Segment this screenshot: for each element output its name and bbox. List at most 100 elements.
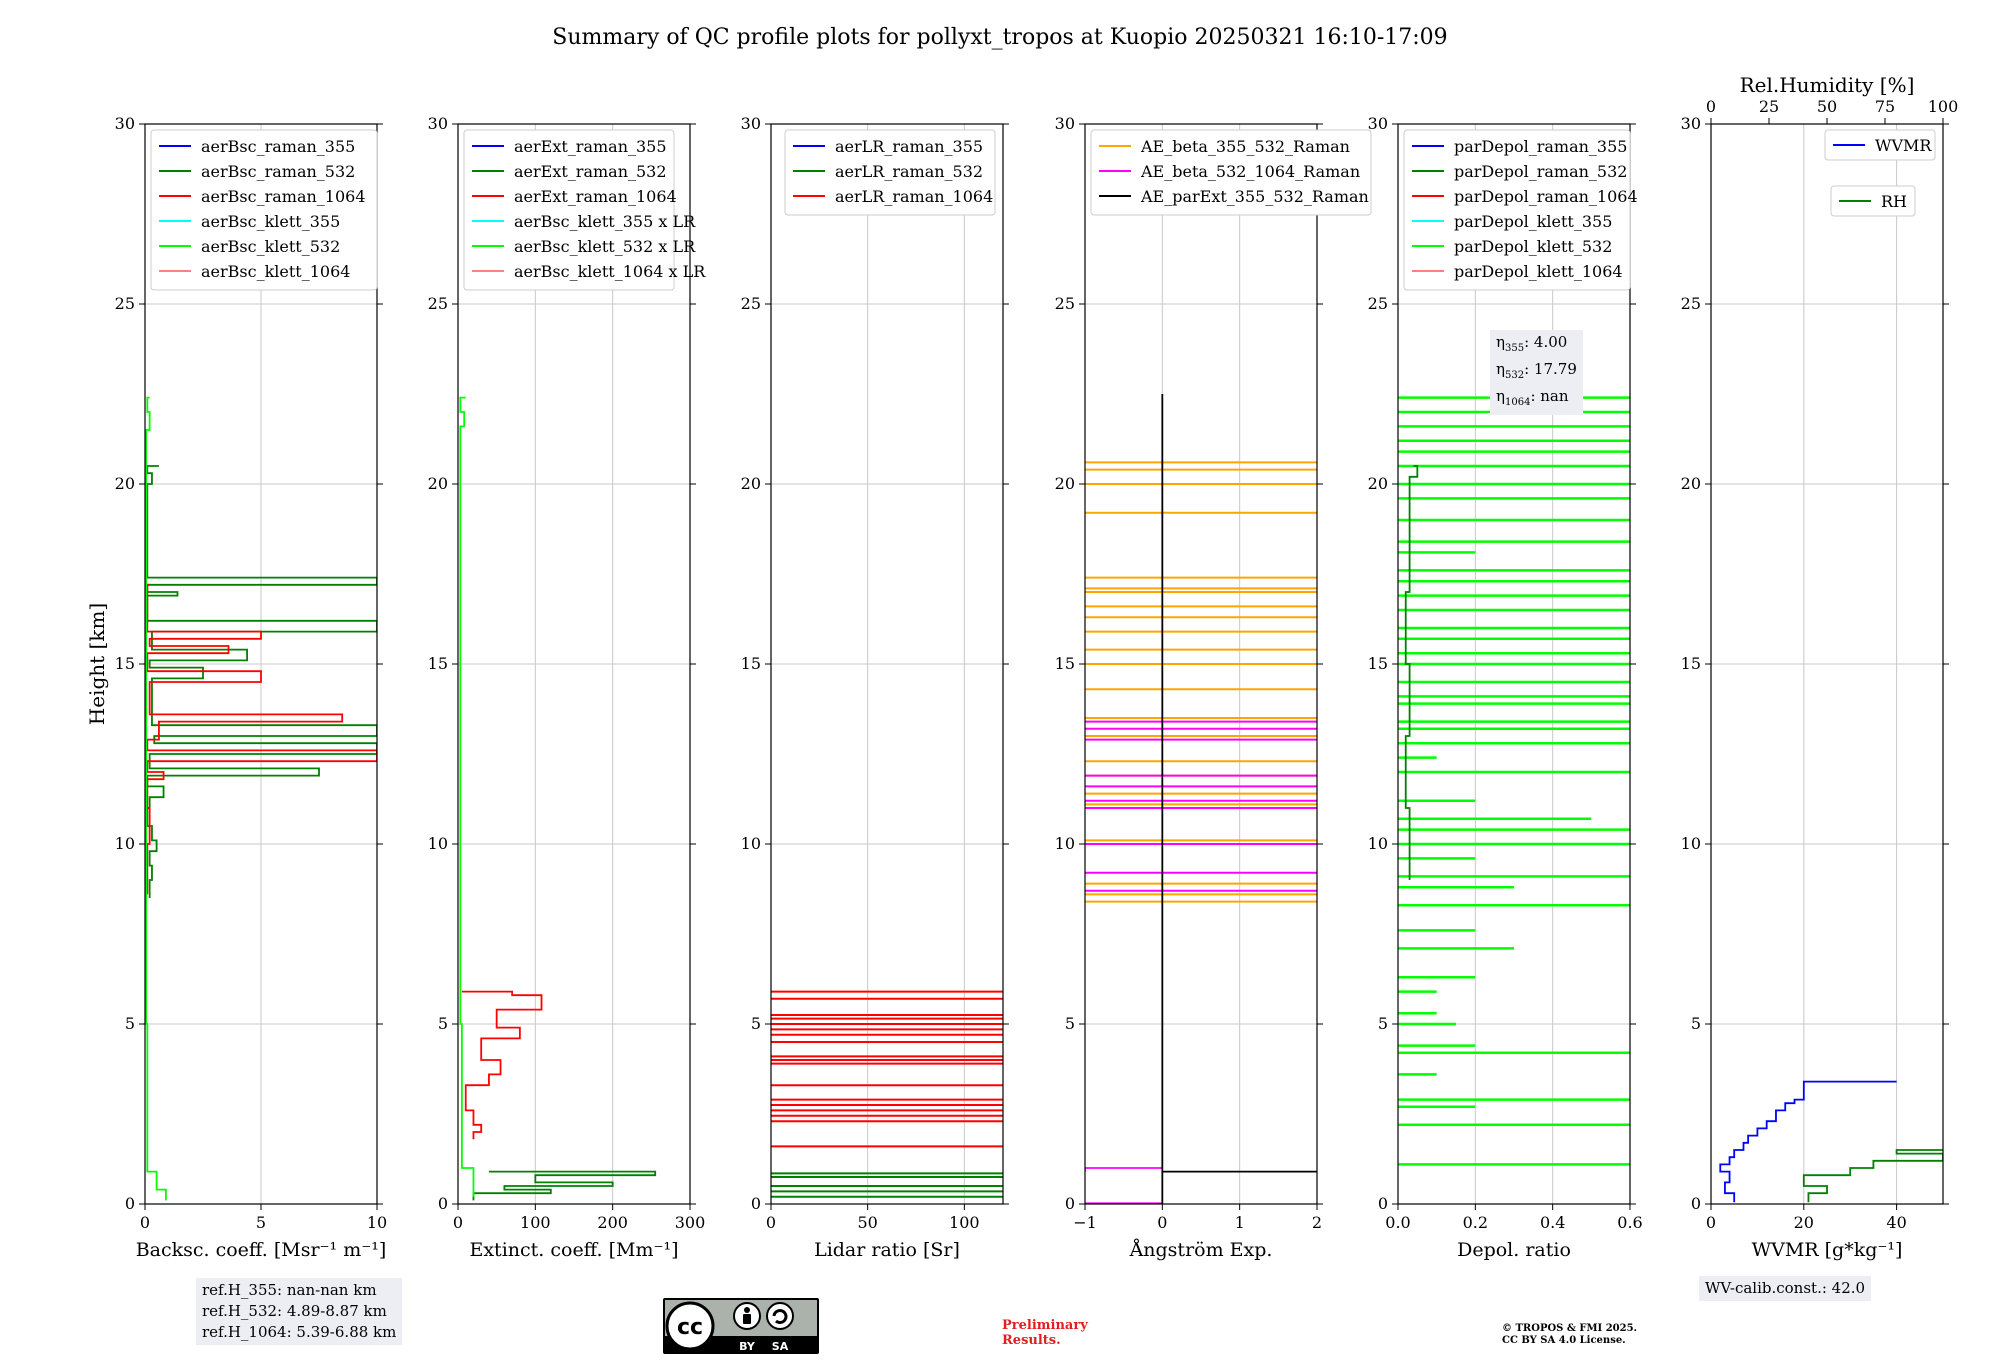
figure-title: Summary of QC profile plots for pollyxt_… [552,25,1447,50]
x-tick-label: 0 [1157,1213,1167,1232]
x-top-tick-label: 75 [1875,97,1895,116]
legend-label: parDepol_raman_355 [1454,137,1627,156]
legend-label: aerExt_raman_532 [514,162,667,181]
y-tick-label: 0 [1691,1194,1701,1213]
y-tick-label: 20 [115,474,135,493]
legend-box [1824,129,1936,161]
y-tick-label: 25 [1055,294,1075,313]
copyright-line: © TROPOS & FMI 2025. [1502,1323,1638,1334]
x-tick-label: 10 [367,1213,387,1232]
legend-label: aerBsc_klett_1064 x LR [514,262,706,281]
y-tick-label: 10 [1055,834,1075,853]
x-tick-label: 0 [453,1213,463,1232]
y-tick-label: 5 [438,1014,448,1033]
eta-sub: 532 [1505,370,1525,381]
legend-label: aerLR_raman_1064 [835,187,993,206]
legend-label: aerExt_raman_1064 [514,187,677,206]
y-tick-label: 15 [1681,654,1701,673]
series-line [146,583,377,895]
preliminary-note: Preliminary Results. [1002,1318,1088,1348]
x-top-axis-label: Rel.Humidity [%] [1740,73,1915,97]
series-line [1161,1168,1317,1204]
y-tick-label: 5 [125,1014,135,1033]
y-tick-label: 30 [1055,114,1075,133]
y-tick-label: 30 [1368,114,1388,133]
cc-by-sa-badge: cc BY SA [663,1298,819,1354]
series-line [1085,1167,1163,1172]
y-tick-label: 30 [115,114,135,133]
legend-label: aerBsc_klett_355 x LR [514,212,696,231]
x-tick-label: 100 [949,1213,980,1232]
legend-label: aerExt_raman_355 [514,137,667,156]
y-axis-label: Height [km] [85,603,109,725]
eta-line: η1064: nan [1496,387,1569,408]
series-line [459,396,475,1197]
sa-label: SA [772,1340,789,1353]
x-tick-label: 5 [256,1213,266,1232]
y-tick-label: 30 [428,114,448,133]
legend-label: AE_beta_532_1064_Raman [1140,162,1360,181]
eta-value: : 4.00 [1524,333,1568,351]
y-tick-label: 25 [741,294,761,313]
x-top-tick-label: 0 [1706,97,1716,116]
eta-box: η355: 4.00 η532: 17.79 η1064: nan [1490,330,1583,415]
profile-panel: 0.0 0.2 0.4 0.6 0 5 10 15 20 25 30 Depol. ratio parD… [1368,114,1643,1261]
preliminary-line: Preliminary [1002,1318,1088,1333]
y-tick-label: 0 [751,1194,761,1213]
series-line [1404,465,1419,880]
legend: aerBsc_raman_355 aerBsc_raman_532 aerBsc_r… [150,129,378,291]
legend-label: RH [1881,192,1907,211]
cc-logo-icon [665,1301,715,1351]
y-tick-label: 10 [115,834,135,853]
ref-height-line: ref.H_1064: 5.39-6.88 km [202,1323,397,1341]
ref-height-box: ref.H_355: nan-nan km ref.H_532: 4.89-8.… [196,1278,403,1345]
y-tick-label: 15 [741,654,761,673]
y-tick-label: 5 [1065,1014,1075,1033]
share-alike-icon [766,1302,794,1330]
ref-height-line: ref.H_532: 4.89-8.87 km [202,1302,387,1320]
y-tick-label: 15 [1368,654,1388,673]
y-tick-label: 0 [1378,1194,1388,1213]
y-tick-label: 30 [741,114,761,133]
y-tick-label: 20 [1368,474,1388,493]
y-tick-label: 20 [741,474,761,493]
legend-box [463,129,675,291]
x-axis-label: Lidar ratio [Sr] [814,1239,960,1261]
legend-label: aerBsc_klett_355 [201,212,340,231]
legend-label: parDepol_klett_1064 [1454,262,1623,281]
preliminary-line: Results. [1002,1333,1061,1348]
legend-box [1830,185,1916,217]
eta-line: η532: 17.79 [1496,360,1577,381]
eta-value: : 17.79 [1524,360,1577,378]
wv-calib-box: WV-calib.const.: 42.0 [1699,1276,1872,1301]
legend: aerExt_raman_355 aerExt_raman_532 aerExt_r… [463,129,706,291]
legend-box [1090,129,1372,216]
legend-label: aerBsc_klett_1064 [201,262,350,281]
y-tick-label: 10 [1368,834,1388,853]
legend: RH [1830,185,1916,217]
legend-box [784,129,996,216]
series-line [472,1170,657,1201]
by-label: BY [739,1340,756,1353]
series-line [145,396,167,1201]
legend-label: aerBsc_raman_532 [201,162,355,181]
x-tick-label: 300 [675,1213,706,1232]
y-tick-label: 25 [428,294,448,313]
legend: parDepol_raman_355 parDepol_raman_532 parD… [1403,129,1638,291]
legend-label: WVMR [1875,136,1932,155]
y-tick-label: 20 [428,474,448,493]
y-tick-label: 25 [1681,294,1701,313]
series-line [1802,1149,1943,1203]
legend-label: parDepol_raman_1064 [1454,187,1638,206]
y-tick-label: 25 [115,294,135,313]
legend-label: aerBsc_raman_355 [201,137,355,156]
x-top-tick-label: 100 [1928,97,1959,116]
x-tick-label: 20 [1794,1213,1814,1232]
legend-label: parDepol_klett_532 [1454,237,1612,256]
eta-value: : nan [1530,387,1569,405]
legend: WVMR [1824,129,1936,161]
cc-logo-text: cc [677,1315,703,1340]
y-tick-label: 15 [1055,654,1075,673]
